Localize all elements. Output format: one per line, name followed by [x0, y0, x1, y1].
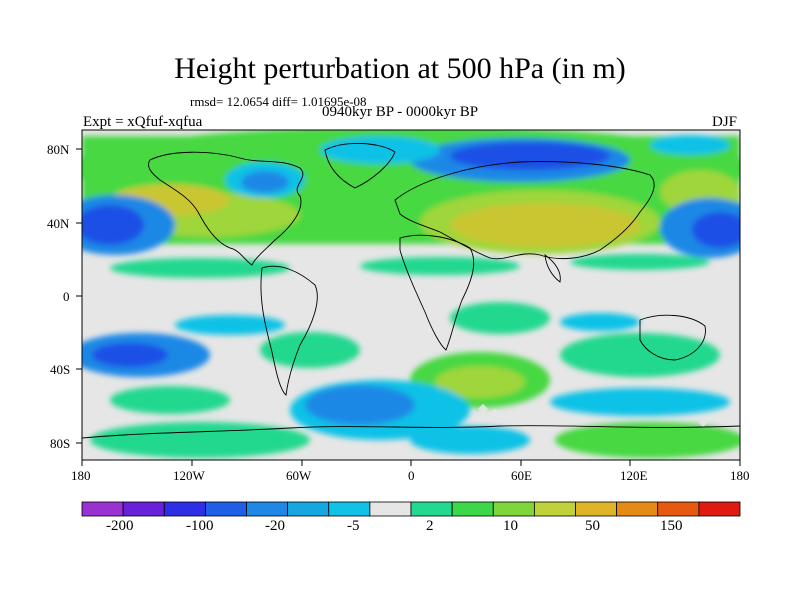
colorbar-label-neg200: -200: [106, 518, 134, 534]
speckles: [98, 316, 708, 428]
lon-label-180e: 180: [730, 468, 750, 483]
lon-label-180w: 180: [71, 468, 91, 483]
lat-label-40s: 40S: [50, 362, 71, 377]
colorbar-label-neg100: -100: [186, 518, 214, 534]
contour-field: [82, 130, 740, 460]
colorbar-swatch: [657, 501, 700, 517]
colorbar-swatch: [369, 501, 412, 517]
australia-coast: [639, 314, 706, 361]
colorbar-swatch: [451, 501, 494, 517]
colorbar-swatch: [492, 501, 535, 517]
colorbar-label-neg20: -20: [265, 518, 285, 534]
colorbar-label-neg5: -5: [347, 518, 360, 534]
axis-ticks: [76, 148, 741, 466]
colorbar-swatch: [81, 501, 124, 517]
colorbar-label-50: 50: [585, 518, 600, 534]
africa-coast: [399, 234, 475, 351]
india-coast: [544, 254, 561, 283]
colorbar-swatch: [698, 501, 741, 517]
lon-label-60w: 60W: [286, 468, 312, 483]
south-america-coast: [260, 265, 318, 396]
colorbar-swatch: [246, 501, 289, 517]
colorbar-label-150: 150: [660, 518, 683, 534]
lat-label-0: 0: [63, 289, 70, 304]
colorbar-label-2: 2: [426, 518, 434, 534]
rmsd-stats: rmsd= 12.0654 diff= 1.01695e-08: [190, 94, 367, 109]
colorbar-swatch: [328, 501, 371, 517]
lon-label-0: 0: [408, 468, 415, 483]
coastlines: [82, 142, 740, 439]
antarctica-coast: [82, 425, 740, 439]
colorbar-swatch: [410, 501, 453, 517]
colorbar-label-10: 10: [503, 518, 518, 534]
map-title: Height perturbation at 500 hPa (in m): [174, 52, 626, 85]
lat-label-80n: 80N: [47, 142, 70, 157]
experiment-label: Expt = xQfuf-xqfua: [83, 114, 203, 130]
greenland-coast: [324, 142, 396, 189]
colorbar-swatch: [575, 501, 618, 517]
colorbar-swatch: [204, 501, 247, 517]
lon-label-60e: 60E: [511, 468, 532, 483]
colorbar-swatch: [533, 501, 576, 517]
lat-label-40n: 40N: [47, 216, 70, 231]
colorbar-swatch: [163, 501, 206, 517]
season-label: DJF: [712, 114, 738, 130]
colorbar: [81, 501, 741, 517]
colorbar-swatch: [616, 501, 659, 517]
period-label: 0940kyr BP - 0000kyr BP: [322, 104, 479, 120]
north-america-coast: [148, 151, 304, 266]
lon-label-120e: 120E: [620, 468, 648, 483]
lat-label-80s: 80S: [50, 436, 71, 451]
lon-label-120w: 120W: [173, 468, 205, 483]
colorbar-swatch: [122, 501, 165, 517]
colorbar-swatch: [287, 501, 330, 517]
